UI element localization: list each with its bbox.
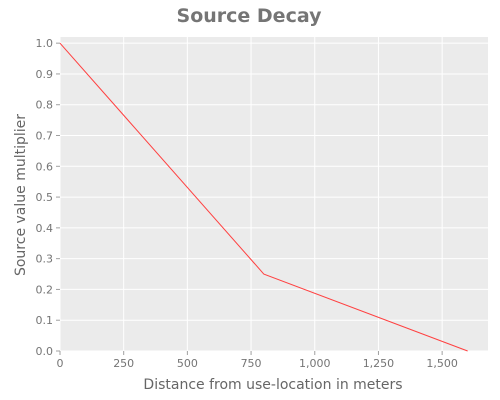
y-tick-label: 1.0 bbox=[36, 37, 54, 50]
y-tick-label: 0.0 bbox=[36, 345, 54, 358]
y-tick-label: 0.4 bbox=[36, 222, 54, 235]
x-tick-label: 500 bbox=[177, 357, 198, 370]
plot-panel bbox=[60, 37, 488, 351]
chart-title: Source Decay bbox=[177, 5, 323, 27]
y-tick-label: 0.7 bbox=[36, 130, 54, 143]
x-tick-label: 250 bbox=[113, 357, 134, 370]
x-gridlines bbox=[59, 37, 443, 351]
y-axis: 0.0 0.1 0.2 0.3 0.4 0.5 0.6 0.7 0.8 0.9 1.0 bbox=[36, 37, 60, 358]
x-tick-label: 750 bbox=[241, 357, 262, 370]
series-layer bbox=[59, 42, 468, 352]
x-tick-label: 1,000 bbox=[299, 357, 331, 370]
y-tick-label: 0.8 bbox=[36, 99, 54, 112]
x-axis: 0 250 500 750 1,000 1,250 1,500 bbox=[57, 351, 458, 370]
y-tick-label: 0.9 bbox=[36, 68, 54, 81]
y-gridlines bbox=[60, 42, 488, 352]
x-tick-label: 0 bbox=[57, 357, 64, 370]
x-tick-label: 1,500 bbox=[426, 357, 458, 370]
y-axis-label: Source value multiplier bbox=[13, 114, 29, 276]
y-tick-label: 0.3 bbox=[36, 253, 54, 266]
y-tick-label: 0.5 bbox=[36, 191, 54, 204]
y-tick-label: 0.2 bbox=[36, 283, 54, 296]
x-axis-label: Distance from use-location in meters bbox=[143, 377, 402, 393]
y-tick-label: 0.6 bbox=[36, 160, 54, 173]
series-line bbox=[59, 42, 468, 352]
y-tick-label: 0.1 bbox=[36, 314, 54, 327]
x-tick-label: 1,250 bbox=[363, 357, 395, 370]
